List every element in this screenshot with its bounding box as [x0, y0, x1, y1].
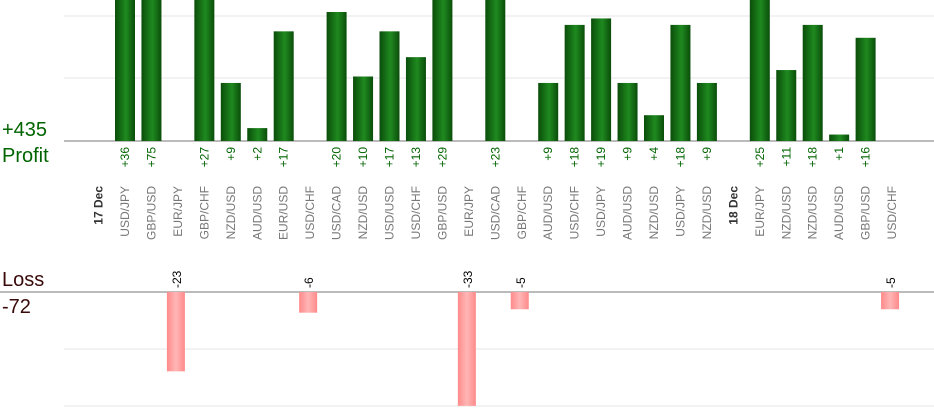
category-label: EUR/USD — [277, 186, 291, 240]
profit-bar — [776, 70, 797, 141]
loss-bar — [510, 292, 529, 310]
profit-value-label: +18 — [806, 147, 820, 168]
category-label: AUD/USD — [250, 186, 264, 240]
profit-value-label: +29 — [435, 147, 449, 168]
profit-value-label: +1 — [832, 147, 846, 161]
category-label: GBP/CHF — [197, 186, 211, 239]
profit-bar — [432, 0, 453, 142]
profit-bar — [326, 12, 347, 141]
profit-bar — [247, 128, 268, 141]
category-label: USD/CAD — [488, 186, 502, 240]
profit-value-label: +23 — [488, 147, 502, 168]
category-label: NZD/USD — [779, 186, 793, 240]
category-label: NZD/USD — [806, 186, 820, 240]
loss-value-label: -23 — [170, 270, 184, 288]
profit-bar — [591, 18, 612, 142]
profit-bar — [220, 82, 241, 141]
profit-bar — [670, 24, 691, 141]
category-label: USD/JPY — [673, 186, 687, 237]
profit-bar — [141, 0, 162, 141]
loss-bar — [881, 292, 900, 310]
category-label: USD/CHF — [568, 186, 582, 239]
profit-value-label: +2 — [250, 147, 264, 161]
profit-bar — [194, 0, 215, 141]
loss-value-label: -5 — [514, 277, 528, 288]
bar-layer — [115, 0, 900, 406]
profit-value-label: +9 — [700, 147, 714, 161]
category-label: AUD/USD — [621, 186, 635, 240]
profit-value-label: +9 — [224, 147, 238, 161]
profit-value-label: +9 — [541, 147, 555, 161]
profit-value-label: +16 — [859, 147, 873, 168]
category-label: EUR/JPY — [753, 186, 767, 237]
profit-value-label: +9 — [621, 147, 635, 161]
profit-value-label: +10 — [356, 147, 370, 168]
profit-value-label: +19 — [594, 147, 608, 168]
category-label: NZD/USD — [356, 186, 370, 240]
loss-value-label: -33 — [461, 270, 475, 288]
profit-bar — [379, 31, 400, 142]
profit-bar — [644, 115, 664, 141]
category-label: EUR/JPY — [171, 186, 185, 237]
category-label: NZD/USD — [224, 186, 238, 240]
profit-total: +435 — [2, 119, 48, 141]
category-label: USD/CHF — [303, 186, 317, 239]
category-label: USD/JPY — [594, 186, 608, 237]
profit-value-label: +18 — [568, 147, 582, 168]
category-label: NZD/USD — [700, 186, 714, 240]
profit-bar — [617, 82, 638, 141]
loss-value-label: -5 — [884, 277, 898, 288]
profit-bar — [115, 0, 135, 141]
profit-value-label: +27 — [197, 147, 211, 168]
profit-value-label: +11 — [779, 147, 793, 167]
profit-value-label: +36 — [118, 147, 132, 168]
profit-value-label: +75 — [144, 147, 158, 168]
profit-value-label: +17 — [383, 147, 397, 168]
category-label: USD/CHF — [409, 186, 423, 239]
category-label: AUD/USD — [832, 186, 846, 240]
profit-value-label: +17 — [277, 147, 291, 168]
profit-label: Profit — [2, 145, 49, 167]
profit-value-label: +13 — [409, 147, 423, 168]
loss-value-label: -6 — [302, 277, 316, 288]
category-label: USD/USD — [383, 186, 397, 240]
category-label: NZD/USD — [647, 186, 661, 240]
label-layer: +36 USD/JPY +75 GBP/USD -23 EUR/JPY +27 GBP/CHF… — [92, 147, 899, 288]
category-label: GBP/CHF — [515, 186, 529, 239]
loss-bar — [166, 292, 185, 372]
loss-bar — [299, 292, 318, 313]
loss-label: Loss — [2, 269, 45, 291]
date-label: 18 Dec — [726, 186, 740, 225]
category-label: GBP/USD — [859, 186, 873, 240]
category-label: GBP/USD — [435, 186, 449, 240]
category-label: AUD/USD — [541, 186, 555, 240]
profit-bar — [405, 57, 426, 141]
category-label: USD/CAD — [330, 186, 344, 240]
profit-bar — [485, 0, 506, 142]
profit-bar — [802, 24, 823, 141]
category-label: GBP/USD — [144, 186, 158, 240]
date-label: 17 Dec — [92, 186, 106, 225]
category-label: USD/JPY — [118, 186, 132, 237]
profit-value-label: +4 — [647, 147, 661, 161]
loss-total: -72 — [2, 296, 31, 318]
loss-bar — [457, 292, 476, 406]
profit-value-label: +20 — [330, 147, 344, 168]
profit-value-label: +18 — [673, 147, 687, 168]
profit-bar — [749, 0, 770, 141]
profit-value-label: +25 — [753, 147, 767, 168]
profit-bar — [696, 82, 717, 141]
profit-bar — [855, 37, 876, 141]
profit-bar — [564, 24, 585, 141]
profit-bar — [353, 76, 374, 141]
category-label: USD/CHF — [885, 186, 899, 239]
profit-bar — [538, 82, 559, 141]
profit-bar — [829, 134, 850, 141]
category-label: EUR/JPY — [462, 186, 476, 237]
profit-bar — [273, 31, 294, 142]
